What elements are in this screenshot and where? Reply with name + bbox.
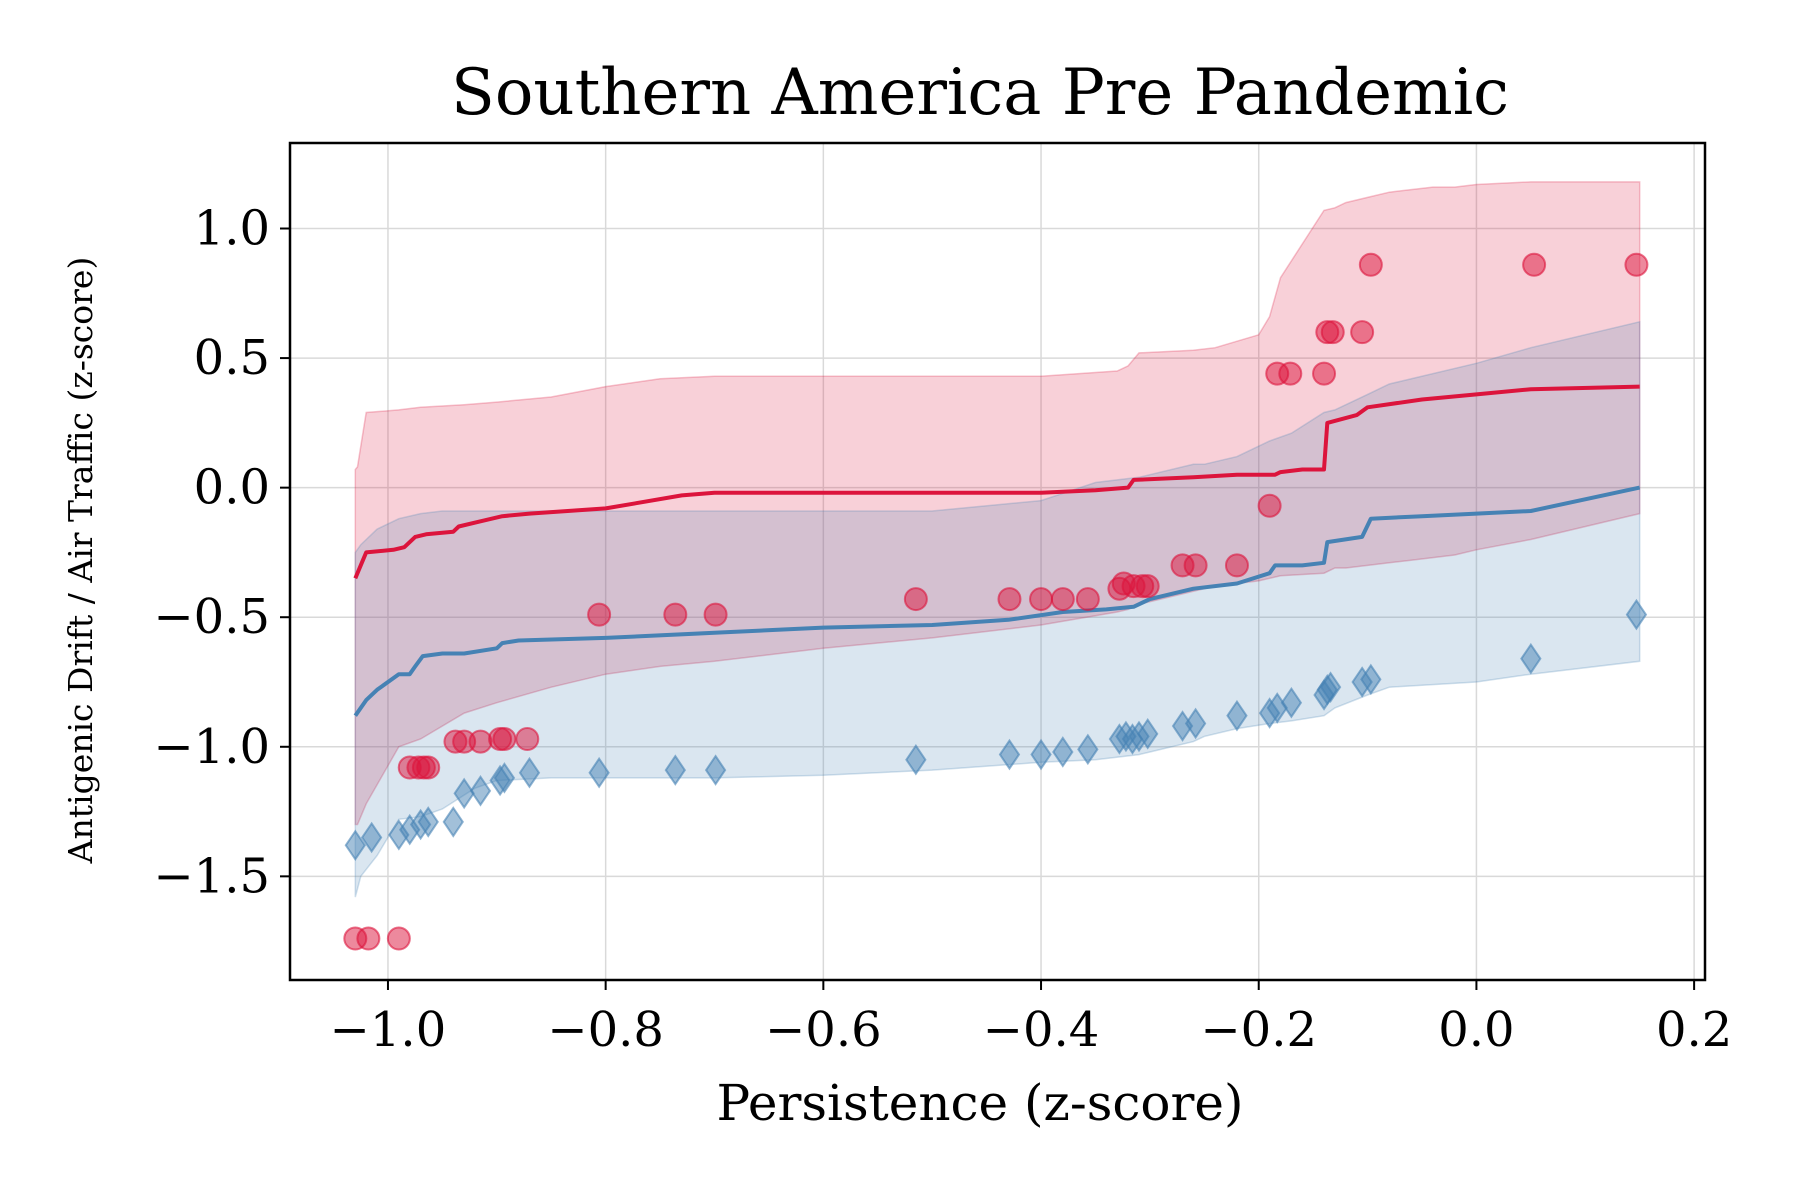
circle-point bbox=[903, 587, 928, 612]
diamond-point bbox=[518, 756, 541, 789]
diamond-point bbox=[1625, 598, 1648, 631]
diamond-point bbox=[417, 806, 439, 838]
circle-point bbox=[1224, 553, 1249, 578]
x-axis-label: Persistence (z-score) bbox=[716, 1074, 1243, 1132]
y-axis-ticks: 1.0 0.5 0.0 −0.5 −1.0 −1.5 bbox=[153, 201, 290, 904]
diamond-point bbox=[905, 743, 927, 776]
x-tick-label: −0.8 bbox=[547, 1002, 664, 1058]
y-tick-label: 1.0 bbox=[194, 201, 270, 257]
circle-point bbox=[468, 729, 493, 754]
x-tick-label: −0.2 bbox=[1200, 1002, 1317, 1058]
circle-point bbox=[515, 727, 540, 752]
diamond-point bbox=[1184, 707, 1207, 740]
circle-point bbox=[587, 602, 612, 627]
y-tick-label: −0.5 bbox=[153, 589, 270, 645]
diamond-point bbox=[1319, 671, 1342, 703]
regression-lines bbox=[353, 384, 1641, 717]
circle-point bbox=[997, 587, 1022, 612]
x-tick-label: −0.6 bbox=[765, 1002, 882, 1058]
x-tick-label: −1.0 bbox=[330, 1002, 447, 1058]
diamond-point bbox=[493, 762, 516, 794]
diamond-point bbox=[1030, 738, 1052, 771]
chart-title: Southern America Pre Pandemic bbox=[451, 56, 1509, 130]
diamond-point bbox=[442, 806, 464, 838]
confidence-band-0 bbox=[354, 181, 1641, 826]
data-points bbox=[343, 252, 1649, 951]
circle-point bbox=[1522, 252, 1547, 277]
circle-point bbox=[1320, 320, 1345, 345]
y-tick-label: −1.0 bbox=[153, 719, 270, 775]
circle-point bbox=[1050, 587, 1075, 612]
trend-line-2 bbox=[353, 384, 1640, 580]
diamond-point bbox=[453, 777, 475, 810]
diamond-point bbox=[1520, 642, 1542, 675]
y-tick-label: 0.0 bbox=[194, 460, 270, 516]
y-tick-label: −1.5 bbox=[153, 848, 270, 904]
circle-point bbox=[492, 727, 517, 752]
circle-point bbox=[416, 755, 441, 780]
circle-point bbox=[1135, 574, 1160, 599]
x-tick-label: 0.0 bbox=[1438, 1002, 1514, 1058]
diamond-point bbox=[1360, 663, 1382, 696]
diamond-point bbox=[1052, 736, 1074, 768]
y-axis-label: Antigenic Drift / Air Traffic (z-score) bbox=[61, 257, 100, 865]
x-tick-label: 0.2 bbox=[1656, 1002, 1732, 1058]
diamond-point bbox=[1226, 699, 1248, 732]
diamond-point bbox=[469, 775, 492, 807]
diamond-point bbox=[1077, 733, 1099, 766]
diamond-point bbox=[344, 829, 367, 862]
diamond-point bbox=[664, 754, 687, 786]
plot-frame bbox=[288, 141, 1707, 982]
circle-point bbox=[1350, 320, 1375, 345]
x-axis-ticks: −1.0 −0.8 −0.6 −0.4 −0.2 0.0 0.2 bbox=[330, 980, 1732, 1058]
diamond-point bbox=[1137, 718, 1159, 750]
diamond-point bbox=[998, 738, 1021, 771]
circle-point bbox=[1257, 493, 1282, 518]
circle-point bbox=[1358, 252, 1383, 277]
circle-point bbox=[1029, 587, 1054, 612]
circle-point bbox=[1183, 553, 1208, 578]
diamond-point bbox=[588, 756, 610, 789]
confidence-bands bbox=[354, 181, 1641, 898]
circle-point bbox=[703, 602, 728, 627]
circle-point bbox=[1624, 252, 1649, 277]
circle-point bbox=[1312, 361, 1337, 386]
diamond-point bbox=[704, 754, 727, 786]
circle-point bbox=[356, 926, 381, 951]
circle-point bbox=[1075, 587, 1100, 612]
circle-point bbox=[386, 926, 411, 951]
circle-point bbox=[663, 602, 688, 627]
y-tick-label: 0.5 bbox=[194, 330, 270, 386]
x-tick-label: −0.4 bbox=[983, 1002, 1100, 1058]
trend-line-3 bbox=[353, 485, 1641, 717]
diamond-point bbox=[1280, 686, 1303, 719]
circle-point bbox=[1278, 361, 1303, 386]
diamond-point bbox=[360, 821, 383, 854]
